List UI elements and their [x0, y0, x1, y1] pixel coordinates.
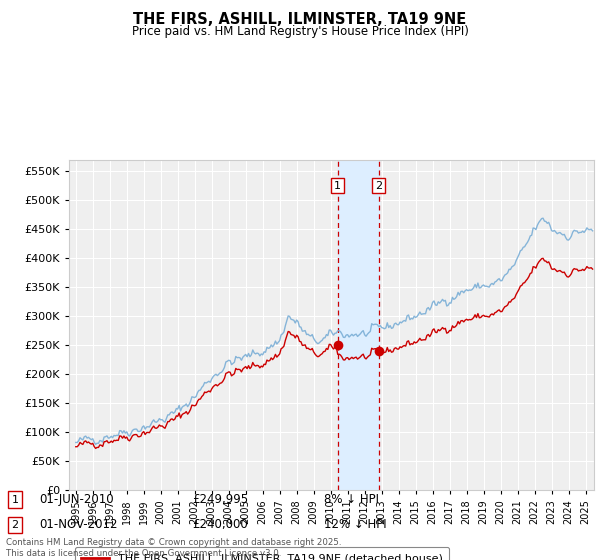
Text: 12% ↓ HPI: 12% ↓ HPI — [324, 518, 386, 531]
Text: 8% ↓ HPI: 8% ↓ HPI — [324, 493, 379, 506]
Text: £249,995: £249,995 — [192, 493, 248, 506]
Text: 2: 2 — [11, 520, 19, 530]
Text: 1: 1 — [11, 494, 19, 505]
Text: 1: 1 — [334, 181, 341, 191]
Text: 01-JUN-2010: 01-JUN-2010 — [39, 493, 113, 506]
Text: £240,000: £240,000 — [192, 518, 248, 531]
Text: THE FIRS, ASHILL, ILMINSTER, TA19 9NE: THE FIRS, ASHILL, ILMINSTER, TA19 9NE — [133, 12, 467, 27]
Bar — [338, 160, 379, 490]
Text: 01-NOV-2012: 01-NOV-2012 — [39, 518, 118, 531]
Text: 2: 2 — [375, 181, 382, 191]
Text: Price paid vs. HM Land Registry's House Price Index (HPI): Price paid vs. HM Land Registry's House … — [131, 25, 469, 38]
Legend: THE FIRS, ASHILL, ILMINSTER, TA19 9NE (detached house), HPI: Average price, deta: THE FIRS, ASHILL, ILMINSTER, TA19 9NE (d… — [74, 547, 449, 560]
Text: Contains HM Land Registry data © Crown copyright and database right 2025.
This d: Contains HM Land Registry data © Crown c… — [6, 538, 341, 558]
